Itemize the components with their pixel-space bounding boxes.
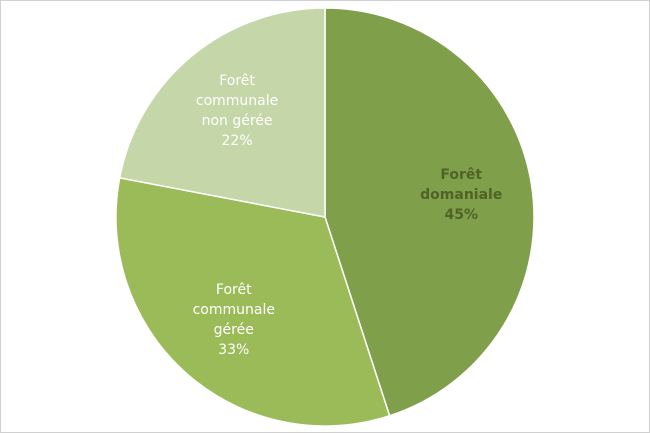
category-label: Forêt communale gérée <box>192 282 275 339</box>
pie-slice <box>115 176 391 427</box>
category-label: Forêt domaniale <box>420 167 503 204</box>
category-label: Forêt communale non gérée <box>195 72 279 129</box>
data-label: Forêt communale gérée 33% <box>186 280 282 360</box>
value-label: 45% <box>444 207 478 224</box>
data-label: Forêt domaniale 45% <box>413 165 509 225</box>
value-label: 22% <box>221 132 253 149</box>
pie-slice <box>118 7 326 218</box>
value-label: 33% <box>218 342 250 359</box>
data-label: Forêt communale non gérée 22% <box>189 71 285 151</box>
pie-slice <box>324 7 535 417</box>
